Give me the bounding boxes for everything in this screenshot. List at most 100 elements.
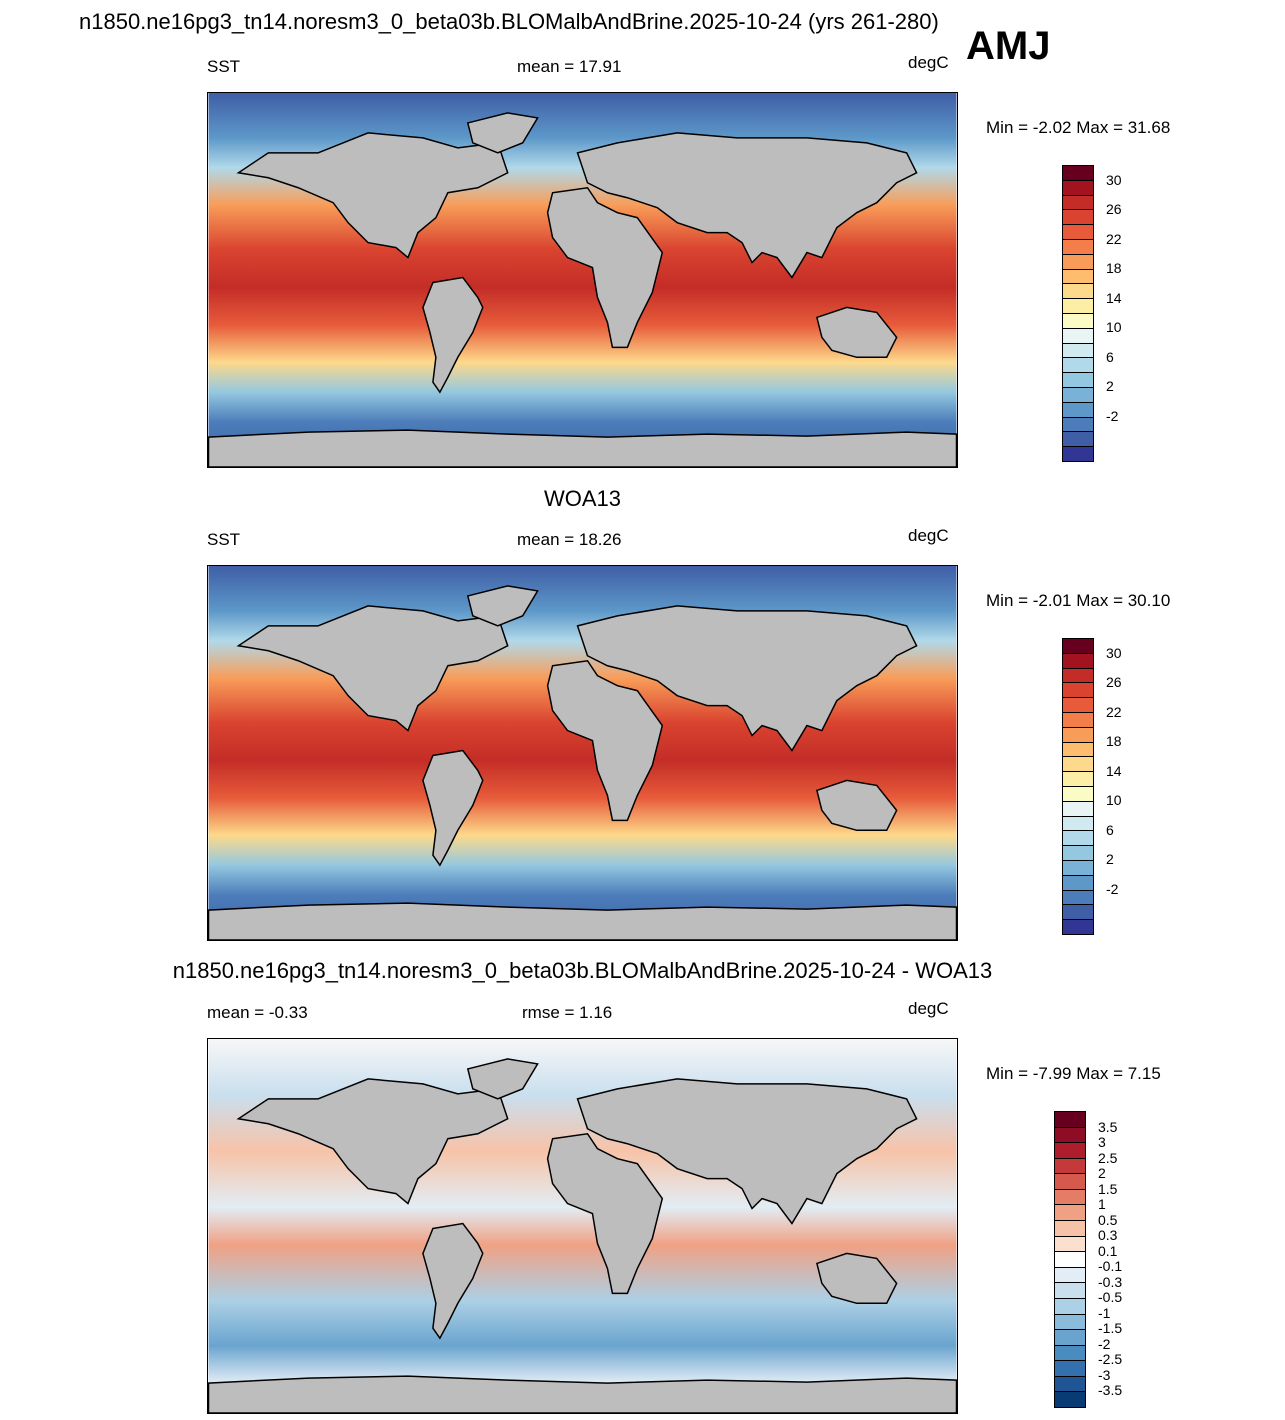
colorbar-swatch	[1063, 772, 1093, 787]
panel3-colorbar-ticks: 3.5 3 2.5 2 1.5 1 0.5 0.3 0.1 -0.1 -0.3 -0.5 -1 -1.5-…	[1098, 1111, 1158, 1406]
colorbar-tick-label: 0.1	[1098, 1242, 1118, 1259]
colorbar-tick-label: -0.5	[1098, 1289, 1123, 1306]
colorbar-swatch	[1063, 328, 1093, 344]
colorbar-tick-label: 3.5	[1098, 1118, 1118, 1135]
colorbar-swatch	[1055, 1376, 1085, 1393]
panel3-map	[207, 1038, 958, 1414]
colorbar-swatch	[1063, 712, 1093, 728]
panel3-title: n1850.ne16pg3_tn14.noresm3_0_beta03b.BLO…	[172, 958, 993, 983]
colorbar-swatch	[1063, 831, 1093, 847]
colorbar-swatch	[1063, 210, 1093, 226]
colorbar-swatch	[1063, 698, 1093, 713]
colorbar-tick-label: 14	[1106, 289, 1122, 306]
landmass	[576, 605, 918, 752]
colorbar-swatch	[1063, 387, 1093, 403]
landmass	[208, 902, 957, 940]
colorbar-swatch	[1063, 860, 1093, 876]
colorbar-swatch	[1055, 1267, 1085, 1284]
colorbar-swatch	[1063, 786, 1093, 802]
panel1-mean-label: mean = 17.91	[517, 57, 622, 76]
colorbar-swatch	[1055, 1252, 1085, 1268]
landmass	[546, 659, 664, 822]
colorbar-swatch	[1063, 727, 1093, 743]
landmass	[422, 276, 484, 394]
colorbar-tick-label: 30	[1106, 644, 1122, 661]
colorbar-swatch	[1055, 1314, 1085, 1331]
colorbar-tick-label: 26	[1106, 201, 1122, 218]
colorbar-tick-label: -3.5	[1098, 1382, 1123, 1399]
colorbar-tick-label: 2	[1106, 378, 1114, 395]
colorbar-tick-label: -2	[1106, 407, 1119, 424]
colorbar-swatch	[1063, 195, 1093, 211]
colorbar-tick-label: 6	[1106, 348, 1114, 365]
colorbar-swatch	[1063, 875, 1093, 891]
panel2-colorbar	[1062, 638, 1094, 935]
panel1-min-max: Min = -2.02 Max = 31.68	[986, 118, 1171, 137]
colorbar-swatch	[1063, 417, 1093, 433]
landmass	[546, 186, 664, 349]
landmass	[236, 1078, 509, 1205]
panel1-colorbar	[1062, 165, 1094, 462]
colorbar-swatch	[1055, 1361, 1085, 1377]
colorbar-swatch	[1055, 1345, 1085, 1362]
panel3-mean-label: mean = -0.33	[207, 1003, 308, 1022]
colorbar-swatch	[1063, 254, 1093, 270]
colorbar-swatch	[1063, 846, 1093, 861]
colorbar-tick-label: 30	[1106, 171, 1122, 188]
colorbar-swatch	[1063, 920, 1093, 934]
colorbar-swatch	[1063, 742, 1093, 758]
panel1-colorbar-ticks: 30 26 22 18 14 10 6 2 -2	[1106, 165, 1166, 460]
landmass	[236, 605, 509, 732]
colorbar-tick-label: -2	[1098, 1335, 1111, 1352]
colorbar-tick-label: 0.5	[1098, 1211, 1118, 1228]
colorbar-swatch	[1063, 432, 1093, 448]
panel2-colorbar-ticks: 30 26 22 18 14 10 6 2 -2	[1106, 638, 1166, 933]
colorbar-swatch	[1063, 269, 1093, 285]
colorbar-swatch	[1055, 1143, 1085, 1159]
landmass	[422, 749, 484, 867]
colorbar-tick-label: 2	[1098, 1165, 1106, 1182]
colorbar-tick-label: 14	[1106, 762, 1122, 779]
colorbar-swatch	[1063, 757, 1093, 773]
colorbar-swatch	[1055, 1221, 1085, 1237]
colorbar-swatch	[1063, 373, 1093, 388]
colorbar-swatch	[1055, 1236, 1085, 1253]
landmass	[466, 112, 539, 154]
colorbar-swatch	[1055, 1205, 1085, 1222]
colorbar-swatch	[1063, 343, 1093, 359]
panel2-title: WOA13	[543, 486, 622, 511]
colorbar-tick-label: 18	[1106, 260, 1122, 277]
landmass	[576, 132, 918, 279]
colorbar-swatch	[1063, 447, 1093, 461]
colorbar-swatch	[1063, 683, 1093, 699]
panel3-min-max: Min = -7.99 Max = 7.15	[986, 1064, 1161, 1083]
colorbar-tick-label: 1	[1098, 1196, 1106, 1213]
colorbar-swatch	[1055, 1158, 1085, 1175]
colorbar-swatch	[1063, 358, 1093, 374]
colorbar-tick-label: 26	[1106, 674, 1122, 691]
colorbar-swatch	[1063, 816, 1093, 832]
colorbar-tick-label: 18	[1106, 733, 1122, 750]
colorbar-swatch	[1063, 313, 1093, 329]
colorbar-swatch	[1055, 1174, 1085, 1190]
colorbar-swatch	[1063, 668, 1093, 684]
colorbar-tick-label: 22	[1106, 230, 1122, 247]
colorbar-tick-label: 22	[1106, 703, 1122, 720]
colorbar-swatch	[1063, 239, 1093, 255]
colorbar-swatch	[1063, 890, 1093, 906]
panel2-units-label: degC	[908, 526, 949, 545]
panel3-rmse-label: rmse = 1.16	[522, 1003, 613, 1022]
colorbar-swatch	[1055, 1330, 1085, 1346]
colorbar-tick-label: 2	[1106, 851, 1114, 868]
colorbar-swatch	[1063, 639, 1093, 654]
landmass	[815, 1252, 898, 1305]
colorbar-tick-label: -2.5	[1098, 1351, 1123, 1368]
colorbar-swatch	[1063, 225, 1093, 240]
landmass	[466, 585, 539, 627]
colorbar-tick-label: -1.5	[1098, 1320, 1123, 1337]
panel1-units-label: degC	[908, 53, 949, 72]
colorbar-swatch	[1063, 284, 1093, 300]
main-title: n1850.ne16pg3_tn14.noresm3_0_beta03b.BLO…	[79, 9, 939, 34]
colorbar-tick-label: 10	[1106, 319, 1122, 336]
colorbar-swatch	[1063, 180, 1093, 196]
